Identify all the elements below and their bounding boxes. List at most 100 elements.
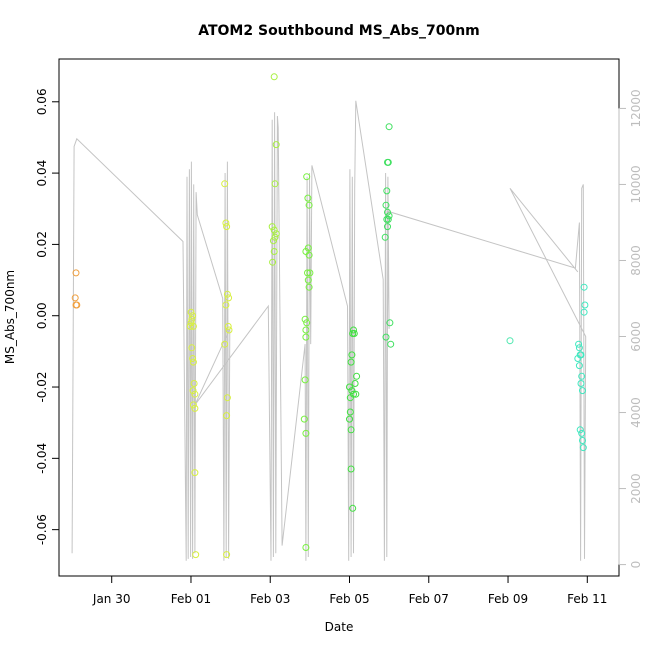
y-tick-label: -0.06 xyxy=(35,514,49,545)
altitude-line-layer xyxy=(71,100,587,561)
plot-frame xyxy=(58,58,620,577)
data-point-60 xyxy=(350,326,357,334)
data-point-1 xyxy=(71,294,79,302)
y2-tick-label: 12000 xyxy=(629,89,643,127)
y-axis-right: 0 2000 4000 6000 8000 10000 12000 xyxy=(618,89,643,569)
x-tick-label: Feb 09 xyxy=(488,592,528,606)
data-point-42 xyxy=(303,173,311,181)
data-point-72 xyxy=(346,408,354,416)
data-point-9 xyxy=(189,322,197,330)
data-point-51 xyxy=(305,283,313,291)
data-point-79 xyxy=(384,158,392,166)
data-point-23 xyxy=(223,290,231,298)
data-point-83 xyxy=(385,212,393,220)
x-tick-label: Jan 30 xyxy=(92,592,131,606)
y-tick-label: -0.02 xyxy=(35,371,49,402)
data-point-89 xyxy=(382,333,390,341)
data-point-3 xyxy=(73,301,81,309)
y-tick-label: 0.00 xyxy=(35,302,49,329)
data-point-97 xyxy=(575,362,583,370)
data-point-28 xyxy=(221,340,229,348)
data-point-62 xyxy=(349,330,357,337)
data-point-74 xyxy=(347,426,355,434)
data-point-107 xyxy=(580,308,588,316)
data-point-92 xyxy=(575,340,583,348)
y2-tick-label: 10000 xyxy=(629,165,643,203)
data-point-47 xyxy=(305,251,313,259)
data-point-64 xyxy=(347,358,355,366)
data-point-37 xyxy=(272,230,280,238)
data-point-98 xyxy=(578,372,586,380)
y-tick-label: 0.02 xyxy=(35,231,49,258)
data-point-41 xyxy=(269,258,277,266)
data-point-99 xyxy=(577,380,585,387)
data-point-19 xyxy=(192,551,200,559)
data-point-50 xyxy=(304,276,312,284)
y-tick-label: 0.06 xyxy=(35,88,49,115)
data-point-13 xyxy=(190,380,198,387)
data-point-76 xyxy=(349,504,357,512)
data-point-44 xyxy=(305,201,313,209)
data-point-33 xyxy=(272,141,280,149)
data-point-73 xyxy=(346,415,353,423)
x-tick-label: Feb 11 xyxy=(567,592,607,606)
data-point-52 xyxy=(301,315,309,323)
y2-tick-label: 0 xyxy=(629,561,643,569)
data-point-90 xyxy=(387,340,395,348)
x-tick-label: Feb 05 xyxy=(329,592,369,606)
data-point-65 xyxy=(353,372,361,380)
data-point-68 xyxy=(348,387,356,395)
data-point-5 xyxy=(187,319,195,327)
y-axis-label: MS_Abs_700nm xyxy=(3,270,17,364)
data-point-88 xyxy=(386,319,394,327)
data-point-10 xyxy=(188,344,196,352)
y2-tick-label: 8000 xyxy=(629,245,643,276)
data-point-14 xyxy=(189,387,197,395)
data-point-11 xyxy=(189,355,197,362)
data-point-7 xyxy=(189,312,197,320)
data-point-4 xyxy=(186,322,194,330)
data-point-54 xyxy=(302,326,310,334)
data-point-38 xyxy=(271,233,279,241)
data-point-16 xyxy=(189,401,197,409)
data-point-49 xyxy=(306,269,314,277)
data-point-63 xyxy=(348,351,356,359)
x-axis-label: Date xyxy=(325,620,354,634)
data-point-22 xyxy=(223,223,231,231)
data-point-15 xyxy=(191,390,199,398)
data-point-81 xyxy=(382,201,390,209)
data-point-93 xyxy=(575,344,583,352)
data-point-55 xyxy=(302,333,310,341)
data-point-85 xyxy=(384,215,392,223)
data-point-46 xyxy=(304,244,312,252)
data-point-26 xyxy=(224,322,232,330)
x-tick-label: Feb 01 xyxy=(171,592,211,606)
data-point-96 xyxy=(577,351,585,359)
data-point-29 xyxy=(223,394,231,402)
data-point-86 xyxy=(384,223,391,231)
data-point-101 xyxy=(576,426,584,434)
data-point-36 xyxy=(270,226,278,234)
data-point-91 xyxy=(506,337,514,345)
data-point-6 xyxy=(188,315,196,323)
data-point-17 xyxy=(191,404,199,412)
data-point-75 xyxy=(347,465,355,473)
data-point-58 xyxy=(302,429,310,437)
data-point-40 xyxy=(270,248,278,255)
data-point-66 xyxy=(351,380,359,387)
data-point-77 xyxy=(385,123,393,131)
data-point-100 xyxy=(579,387,586,395)
y-tick-label: -0.04 xyxy=(35,443,49,474)
altitude-series-line xyxy=(71,100,587,561)
data-point-12 xyxy=(189,358,197,366)
data-point-43 xyxy=(304,194,312,202)
data-point-31 xyxy=(223,551,231,559)
y2-tick-label: 4000 xyxy=(629,397,643,428)
data-point-18 xyxy=(191,469,199,477)
data-point-30 xyxy=(223,412,231,420)
data-point-106 xyxy=(581,301,589,309)
chart-title: ATOM2 Southbound MS_Abs_700nm xyxy=(198,23,480,39)
data-point-104 xyxy=(579,444,587,452)
data-point-8 xyxy=(187,308,195,316)
